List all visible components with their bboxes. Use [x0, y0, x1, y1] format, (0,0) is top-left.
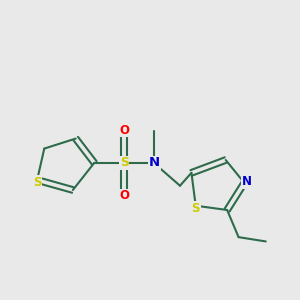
Text: S: S: [33, 176, 41, 189]
Text: O: O: [119, 124, 129, 136]
Text: N: N: [242, 175, 252, 188]
Text: S: S: [120, 156, 129, 170]
Text: S: S: [191, 202, 200, 214]
Text: N: N: [149, 156, 160, 170]
Text: O: O: [119, 189, 129, 202]
